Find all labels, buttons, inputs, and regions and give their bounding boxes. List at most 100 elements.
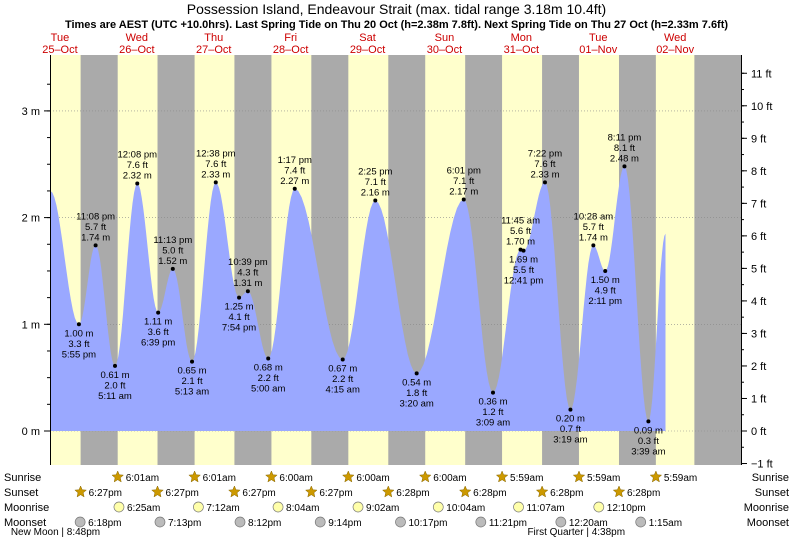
day-name: Tue — [589, 32, 608, 44]
sunrise-time: 6:01am — [203, 473, 236, 484]
moonrise-icon — [113, 501, 125, 513]
sun-icon — [188, 470, 201, 483]
tide-point-label: 7.1 ft — [453, 176, 474, 187]
tide-point — [461, 197, 466, 202]
moonrise-icon — [272, 501, 284, 513]
tide-point-label: 12:41 pm — [504, 276, 544, 287]
right-tick-label: 5 ft — [751, 263, 766, 275]
sun-icon — [495, 470, 509, 483]
right-tick-label: 10 ft — [751, 101, 772, 113]
tide-point-label: 5.5 ft — [513, 265, 534, 276]
right-tick-label: 2 ft — [751, 361, 766, 373]
event-row-label: Sunset — [4, 487, 38, 499]
tide-point-label: 1.00 m — [64, 328, 93, 339]
event-row-label-right: Moonrise — [744, 502, 789, 514]
moonset-icon — [555, 516, 567, 528]
moonset-icon — [395, 516, 406, 528]
tide-point-label: 8:11 pm — [608, 132, 642, 143]
sunset-time: 6:27pm — [319, 488, 352, 499]
tide-point-label: 2.16 m — [361, 188, 390, 199]
day-date: 30–Oct — [427, 44, 462, 56]
moonset-icon — [475, 516, 487, 528]
tide-point-label: 7.6 ft — [534, 159, 555, 170]
tide-point-label: 3:09 am — [476, 418, 510, 429]
tide-point — [213, 180, 218, 185]
tide-curve — [50, 166, 666, 431]
event-row-label: Moonset — [4, 517, 46, 529]
sun-icon — [381, 485, 395, 498]
tide-point — [76, 322, 81, 327]
moonset-icon — [74, 516, 86, 528]
right-tick-label: 8 ft — [751, 166, 766, 178]
tide-point-label: 1.74 m — [579, 232, 608, 243]
right-tick-label: 1 ft — [751, 393, 766, 405]
tide-point-label: 2:25 pm — [358, 167, 392, 178]
tide-point-label: 1.69 m — [509, 255, 538, 266]
sunset-time: 6:28pm — [473, 488, 506, 499]
tide-point-label: 1.52 m — [158, 256, 187, 267]
moonrise-icon — [432, 501, 444, 513]
sunrise-time: 6:00am — [356, 473, 389, 484]
tide-point — [190, 359, 195, 364]
moon-phase-label: First Quarter | 4:38pm — [527, 527, 625, 538]
right-tick-label: 11 ft — [751, 68, 772, 80]
day-name: Tue — [51, 32, 70, 44]
tide-point-label: 0.54 m — [402, 377, 431, 388]
tide-point-label: 7.6 ft — [127, 160, 148, 171]
tide-point — [93, 243, 98, 248]
sun-icon — [151, 485, 164, 498]
moonset-time: 1:15am — [649, 518, 682, 529]
tide-point-label: 7:22 pm — [528, 148, 562, 159]
tide-point-label: 5:13 am — [175, 387, 209, 398]
sun-icon — [74, 485, 87, 498]
sunset-time: 6:28pm — [627, 488, 660, 499]
tide-point-label: 5.7 ft — [85, 222, 106, 233]
sunrise-time: 5:59am — [510, 473, 543, 484]
sun-icon — [649, 470, 663, 483]
right-axis: −1 ft 0 ft 1 ft 2 ft 3 ft 4 ft 5 ft 6 ft 7 ft 8 f… — [741, 68, 773, 471]
tide-point — [646, 419, 651, 424]
left-tick-label: 1 m — [22, 319, 40, 331]
sun-icon — [572, 470, 586, 483]
tide-point-label: 2.33 m — [201, 169, 230, 180]
tide-point-label: 1.50 m — [591, 275, 620, 286]
moon-phase-label: New Moon | 8:48pm — [11, 527, 100, 538]
moonset-icon — [154, 516, 166, 528]
tide-point-label: 10:28 am — [574, 211, 614, 222]
tide-point-label: 3.3 ft — [68, 339, 89, 350]
tide-point-label: 0.36 m — [478, 397, 507, 408]
sunset-time: 6:28pm — [550, 488, 583, 499]
tide-point-label: 1.70 m — [506, 237, 535, 248]
sun-icon — [612, 485, 626, 498]
day-name: Mon — [511, 32, 532, 44]
sun-icon — [535, 485, 549, 498]
tide-point-label: 2.48 m — [610, 153, 639, 164]
moonset-time: 8:12pm — [248, 518, 281, 529]
moonrise-time: 12:10pm — [607, 503, 646, 514]
tide-point-label: 1.2 ft — [482, 407, 503, 418]
tide-point-label: 1.74 m — [81, 232, 110, 243]
sunset-time: 6:27pm — [166, 488, 199, 499]
tide-point — [340, 357, 345, 362]
tide-point — [622, 164, 627, 169]
tide-point — [521, 248, 526, 253]
tide-point-label: 10:39 pm — [228, 257, 268, 268]
chart-subtitle: Times are AEST (UTC +10.0hrs). Last Spri… — [65, 19, 728, 31]
moonset-time: 12:20am — [569, 518, 608, 529]
event-row-label: Moonrise — [4, 502, 49, 514]
tide-point-label: 2.2 ft — [332, 374, 353, 385]
tide-point — [112, 363, 117, 368]
tide-point-label: 11:45 am — [501, 216, 540, 227]
tide-point-label: 3:39 am — [631, 446, 665, 457]
tide-point-label: 7:54 pm — [222, 323, 256, 334]
day-name: Wed — [664, 32, 686, 44]
sunset-time: 6:28pm — [396, 488, 429, 499]
moonrise-time: 8:04am — [286, 503, 319, 514]
day-date: 28–Oct — [273, 44, 308, 56]
moonset-time: 11:21pm — [489, 518, 527, 529]
tide-point — [414, 371, 419, 376]
right-tick-label: −1 ft — [751, 459, 773, 471]
tide-point — [373, 198, 378, 203]
moonrise-icon — [193, 501, 204, 513]
day-date: 27–Oct — [196, 44, 231, 56]
